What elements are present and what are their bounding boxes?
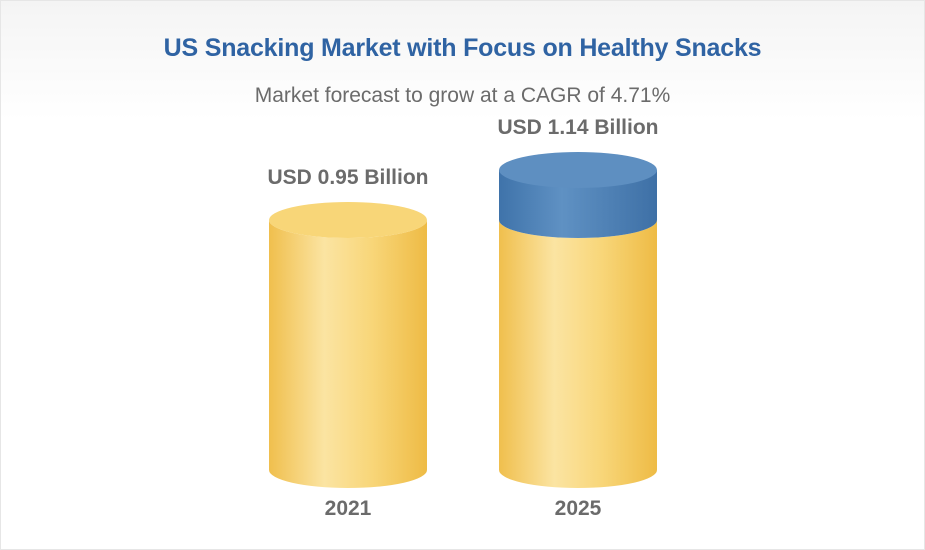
cylinder-body-2025 (499, 220, 657, 488)
cylinder-top-2025 (499, 152, 657, 188)
cylinder-growth-segment-2025 (499, 170, 657, 238)
category-label-2025: 2025 (555, 497, 602, 520)
cylinder-body-2021 (269, 220, 427, 488)
chart-title: US Snacking Market with Focus on Healthy… (163, 34, 762, 62)
value-label-2021: USD 0.95 Billion (267, 166, 428, 189)
value-label-2025: USD 1.14 Billion (497, 116, 658, 139)
chart-subtitle: Market forecast to grow at a CAGR of 4.7… (254, 84, 671, 107)
cylinder-top-2021 (269, 202, 427, 238)
category-label-2021: 2021 (325, 497, 372, 520)
